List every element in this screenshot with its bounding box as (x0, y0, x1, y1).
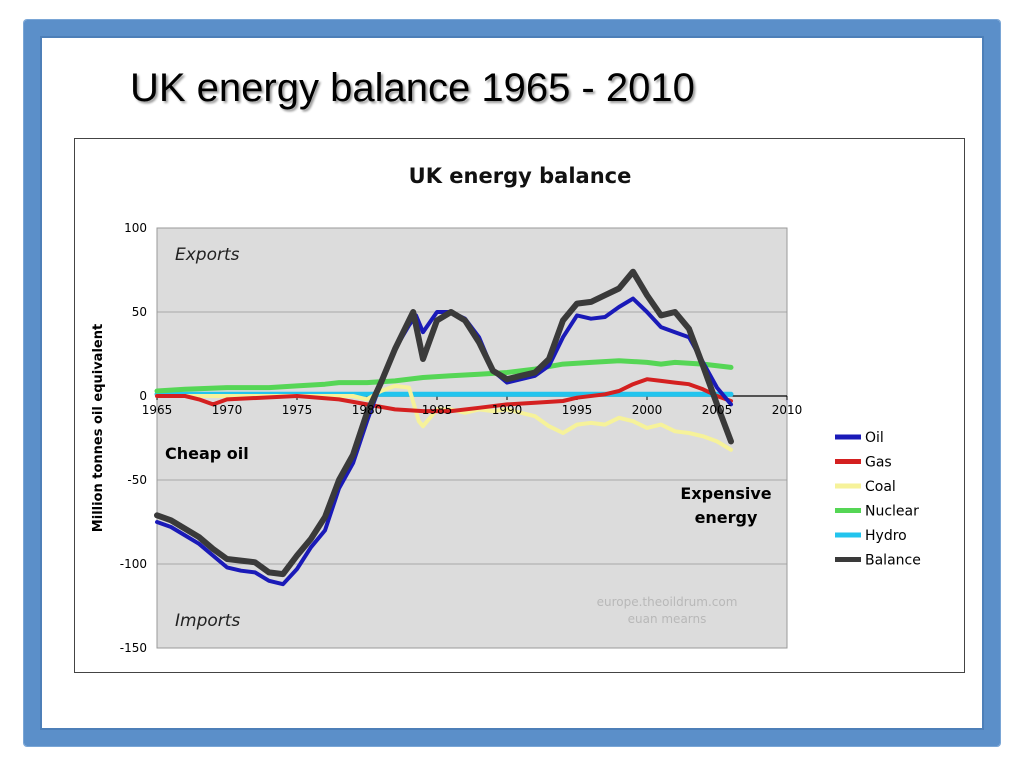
x-tick-label: 2005 (702, 403, 733, 417)
plot-area (157, 228, 787, 648)
credit-line1: europe.theoildrum.com (597, 595, 738, 609)
chart-box: UK energy balance 1965 1970 1975 1980 1985 19… (74, 138, 965, 673)
x-tick-label: 1965 (142, 403, 173, 417)
x-tick-label: 1990 (492, 403, 523, 417)
annotation-expensive-line1: Expensive (680, 484, 771, 503)
plot-border (156, 227, 788, 649)
legend: Oil Gas Coal Nuclear Hydro Balance (835, 430, 921, 569)
slide-frame (24, 20, 1000, 746)
annotation-exports: Exports (175, 245, 240, 265)
x-tick-label: 1980 (352, 403, 383, 417)
annotation-expensive-line2: energy (695, 508, 758, 527)
y-tick-label: -50 (127, 473, 147, 487)
series-line-gas (155, 377, 733, 414)
legend-label-oil: Oil (865, 430, 884, 446)
legend-label-balance: Balance (865, 553, 921, 569)
grid-lines (156, 227, 788, 649)
y-tick-label: -100 (120, 557, 147, 571)
series-line-balance (154, 268, 734, 578)
x-tick-label: 1970 (212, 403, 243, 417)
legend-label-gas: Gas (865, 455, 892, 471)
y-tick-label: -150 (120, 641, 147, 655)
x-tick-label: 2010 (772, 403, 803, 417)
x-tick-label: 1975 (282, 403, 313, 417)
y-axis-label: Million tonnes oil equivalent (91, 324, 106, 532)
y-tick-label: 0 (139, 389, 147, 403)
chart-title: UK energy balance (409, 164, 632, 188)
series-line-coal (155, 383, 733, 452)
slide-title: UK energy balance 1965 - 2010 (130, 66, 695, 110)
series-layer (154, 268, 734, 587)
legend-label-nuclear: Nuclear (865, 504, 919, 520)
x-tick-label: 2000 (632, 403, 663, 417)
energy-balance-chart: UK energy balance 1965 1970 1975 1980 1985 19… (91, 164, 921, 655)
legend-label-hydro: Hydro (865, 528, 907, 544)
tick-labels: 1965 1970 1975 1980 1985 1990 1995 2000 2005 2010… (120, 221, 803, 655)
x-tick-label: 1985 (422, 403, 453, 417)
y-tick-label: 50 (132, 305, 147, 319)
credit-line2: euan mearns (628, 612, 707, 626)
legend-label-coal: Coal (865, 479, 896, 495)
annotation-cheap-oil: Cheap oil (165, 444, 249, 463)
x-tick-label: 1995 (562, 403, 593, 417)
series-line-oil (155, 296, 733, 587)
annotation-imports: Imports (175, 611, 240, 631)
y-tick-label: 100 (124, 221, 147, 235)
series-line-nuclear (154, 358, 734, 394)
